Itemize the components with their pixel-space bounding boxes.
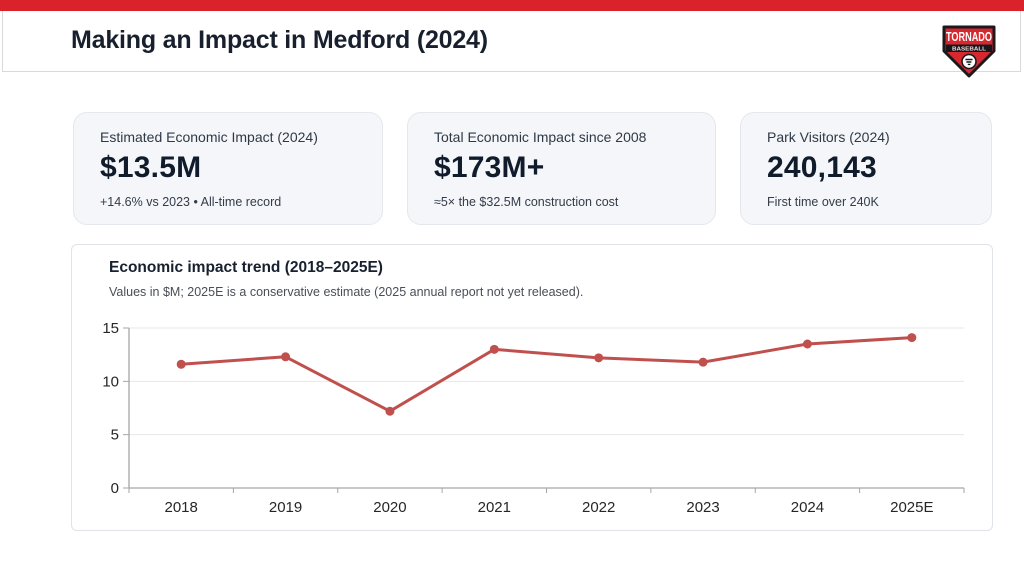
header: Making an Impact in Medford (2024) TORNA… <box>2 11 1021 78</box>
tornado-funnel-icon <box>965 58 973 66</box>
kpi-value: 240,143 <box>767 151 877 184</box>
kpi-label: Total Economic Impact since 2008 <box>434 129 647 145</box>
data-point-2020 <box>385 406 395 416</box>
svg-text:15: 15 <box>102 320 119 337</box>
data-point-2018 <box>176 359 186 369</box>
accent-top-bar <box>0 0 1024 11</box>
kpi-value: $173M+ <box>434 151 545 184</box>
data-point-2022 <box>594 353 604 363</box>
logo-wordmark: TORNADO <box>946 30 992 44</box>
svg-text:2020: 2020 <box>373 499 406 516</box>
data-point-2025E <box>907 333 917 343</box>
svg-text:10: 10 <box>102 373 119 390</box>
kpi-value: $13.5M <box>100 151 202 184</box>
kpi-card-park-visitors: Park Visitors (2024) 240,143 First time … <box>740 112 992 225</box>
data-point-2021 <box>489 344 499 354</box>
kpi-card-row: Estimated Economic Impact (2024) $13.5M … <box>73 112 992 225</box>
chart-subtitle: Values in $M; 2025E is a conservative es… <box>109 285 584 299</box>
page-title: Making an Impact in Medford (2024) <box>71 26 488 54</box>
svg-text:2019: 2019 <box>269 499 302 516</box>
svg-text:0: 0 <box>111 480 119 497</box>
svg-text:5: 5 <box>111 427 119 444</box>
gridlines <box>129 327 964 436</box>
axis-labels: 0 5 10 15 2018 2019 2020 2021 2022 2023 2024 2025E <box>102 320 933 516</box>
data-point-2019 <box>281 352 291 362</box>
trend-chart-panel: Economic impact trend (2018–2025E) Value… <box>71 244 993 531</box>
kpi-note: ≈5× the $32.5M construction cost <box>434 195 619 209</box>
kpi-label: Estimated Economic Impact (2024) <box>100 129 318 145</box>
svg-text:2021: 2021 <box>478 499 511 516</box>
axes <box>123 327 965 493</box>
economic-impact-line-chart: 0 5 10 15 2018 2019 2020 2021 2022 2023 2024 2025E <box>102 320 965 516</box>
tornado-baseball-logo: TORNADO BASEBALL <box>942 25 996 78</box>
data-point-2023 <box>698 357 708 367</box>
kpi-note: +14.6% vs 2023 • All-time record <box>100 195 282 209</box>
logo-band-text: BASEBALL <box>952 46 987 52</box>
kpi-card-economic-impact-2024: Estimated Economic Impact (2024) $13.5M … <box>73 112 383 225</box>
kpi-label: Park Visitors (2024) <box>767 129 890 145</box>
trend-line <box>179 336 914 413</box>
series-economic-impact <box>176 333 917 416</box>
data-point-2024 <box>802 339 812 349</box>
kpi-note: First time over 240K <box>767 195 879 209</box>
svg-text:2022: 2022 <box>582 499 615 516</box>
svg-text:2024: 2024 <box>791 499 824 516</box>
svg-text:2025E: 2025E <box>890 499 933 516</box>
svg-text:2023: 2023 <box>686 499 719 516</box>
chart-title: Economic impact trend (2018–2025E) <box>109 259 383 276</box>
kpi-card-total-impact-since-2008: Total Economic Impact since 2008 $173M+ … <box>407 112 716 225</box>
logo-band <box>946 44 992 52</box>
svg-text:2018: 2018 <box>165 499 198 516</box>
